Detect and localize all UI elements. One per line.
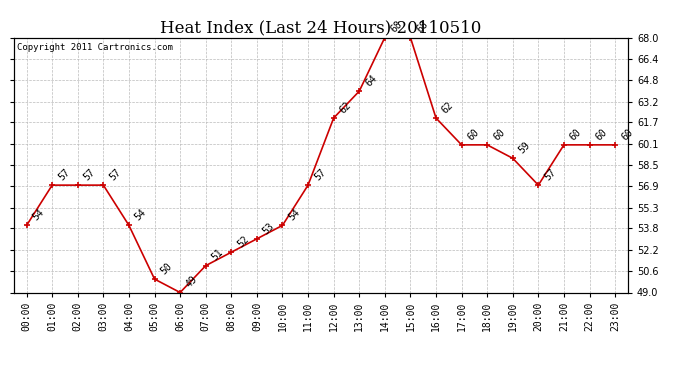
Title: Heat Index (Last 24 Hours) 20110510: Heat Index (Last 24 Hours) 20110510 [160, 19, 482, 36]
Text: 54: 54 [286, 207, 302, 223]
Text: 51: 51 [210, 248, 225, 263]
Text: 59: 59 [517, 140, 532, 156]
Text: 57: 57 [108, 167, 123, 182]
Text: 57: 57 [542, 167, 558, 182]
Text: 57: 57 [312, 167, 328, 182]
Text: 60: 60 [568, 127, 584, 142]
Text: 64: 64 [364, 73, 379, 88]
Text: 57: 57 [57, 167, 72, 182]
Text: 60: 60 [466, 127, 481, 142]
Text: 60: 60 [491, 127, 506, 142]
Text: 54: 54 [31, 207, 46, 223]
Text: 68: 68 [389, 20, 404, 35]
Text: 53: 53 [261, 220, 277, 236]
Text: 62: 62 [440, 100, 455, 115]
Text: Copyright 2011 Cartronics.com: Copyright 2011 Cartronics.com [17, 43, 172, 52]
Text: 60: 60 [593, 127, 609, 142]
Text: 57: 57 [82, 167, 97, 182]
Text: 54: 54 [133, 207, 148, 223]
Text: 49: 49 [184, 274, 199, 290]
Text: 60: 60 [619, 127, 635, 142]
Text: 68: 68 [415, 20, 430, 35]
Text: 62: 62 [338, 100, 353, 115]
Text: 50: 50 [159, 261, 174, 276]
Text: 52: 52 [235, 234, 251, 249]
